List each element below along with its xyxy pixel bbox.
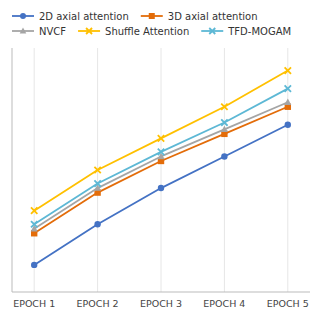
- point: [94, 167, 100, 173]
- series: [31, 104, 291, 237]
- point: [284, 99, 291, 105]
- legend-label: 3D axial attention: [168, 11, 258, 22]
- point: [94, 221, 100, 227]
- point: [31, 262, 37, 268]
- legend-item: Shuffle Attention: [78, 26, 189, 37]
- series: [31, 85, 291, 227]
- point: [285, 85, 291, 91]
- legend-label: 2D axial attention: [39, 11, 129, 22]
- point: [158, 149, 164, 155]
- point: [158, 185, 164, 191]
- point: [158, 135, 164, 141]
- point: [221, 153, 227, 159]
- series: [31, 67, 291, 213]
- line: [34, 125, 288, 265]
- legend-marker: [20, 28, 27, 34]
- grid-line: [161, 48, 162, 292]
- legend-label: NVCF: [39, 26, 66, 37]
- x-ticks: EPOCH 1 EPOCH 2 EPOCH 3 EPOCH 4 EPOCH 5: [13, 298, 309, 309]
- legend-marker: [86, 28, 92, 34]
- line: [34, 71, 288, 211]
- line: [34, 107, 288, 234]
- legend-item: 3D axial attention: [141, 11, 258, 22]
- legend-marker: [209, 28, 215, 34]
- legend: 2D axial attention 3D axial attention NVCF…: [12, 11, 291, 37]
- legend-marker: [20, 13, 26, 19]
- series: [31, 122, 291, 268]
- x-tick-label: EPOCH 3: [140, 298, 182, 309]
- x-tick-label: EPOCH 4: [203, 298, 245, 309]
- legend-label: Shuffle Attention: [105, 26, 189, 37]
- point: [31, 221, 37, 227]
- point: [94, 180, 100, 186]
- grid-line: [34, 48, 35, 292]
- plot-data: [31, 67, 292, 268]
- point: [285, 122, 291, 128]
- x-tick-label: EPOCH 1: [13, 298, 55, 309]
- legend-item: TFD-MOGAM: [201, 26, 291, 37]
- legend-marker: [149, 13, 155, 19]
- legend-item: 2D axial attention: [12, 11, 129, 22]
- series: [31, 99, 292, 232]
- line: [34, 102, 288, 229]
- legend-item: NVCF: [12, 26, 66, 37]
- point: [221, 119, 227, 125]
- point: [285, 67, 291, 73]
- chart: 2D axial attention 3D axial attention NVCF…: [0, 0, 320, 320]
- point: [221, 104, 227, 110]
- point: [31, 207, 37, 213]
- x-axis-line: [12, 292, 310, 293]
- grid-line: [224, 48, 225, 292]
- grid: [34, 48, 288, 292]
- y-axis-line: [12, 48, 13, 292]
- point: [221, 126, 228, 132]
- grid-line: [287, 48, 288, 292]
- x-tick-label: EPOCH 2: [77, 298, 119, 309]
- background: [0, 0, 320, 320]
- legend-label: TFD-MOGAM: [227, 26, 291, 37]
- x-tick-label: EPOCH 5: [267, 298, 309, 309]
- line: [34, 89, 288, 225]
